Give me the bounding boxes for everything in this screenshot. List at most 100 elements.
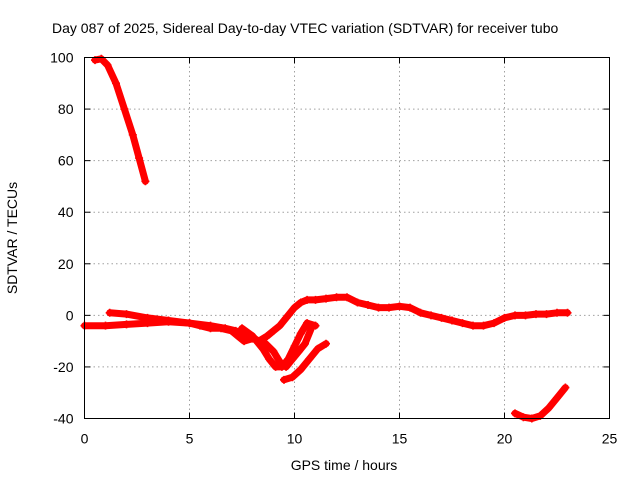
data-point <box>294 347 303 356</box>
data-point <box>532 310 540 319</box>
data-point <box>303 295 312 304</box>
data-point <box>240 337 249 346</box>
data-point <box>364 301 372 310</box>
y-tick-label: 100 <box>50 50 74 66</box>
data-point <box>269 326 278 335</box>
data-point <box>448 316 456 325</box>
data-point <box>490 319 498 328</box>
y-tick-label: 20 <box>58 256 74 272</box>
y-tick-label: 60 <box>58 153 74 169</box>
data-point <box>290 342 299 351</box>
y-tick-label: 40 <box>58 204 74 220</box>
data-point <box>122 310 131 319</box>
data-point <box>288 373 297 382</box>
data-point <box>105 308 114 317</box>
data-point <box>561 383 570 392</box>
data-point <box>311 295 320 304</box>
x-tick-label: 5 <box>186 431 194 447</box>
data-point <box>263 331 272 340</box>
series-layer <box>80 54 572 423</box>
data-point <box>269 347 278 356</box>
series-band <box>91 55 149 185</box>
data-point <box>406 303 414 312</box>
y-tick-label: 0 <box>66 307 74 323</box>
data-point <box>196 321 204 330</box>
series-band <box>259 324 315 371</box>
data-point <box>265 355 274 364</box>
y-tick-label: 80 <box>58 101 74 117</box>
data-point <box>458 319 467 328</box>
data-point <box>303 319 312 328</box>
data-point <box>521 311 530 320</box>
data-point <box>395 302 404 311</box>
data-point <box>563 308 572 317</box>
series-arc-3 <box>105 308 257 346</box>
series-arc-1 <box>91 54 150 186</box>
y-tick-label: -20 <box>53 359 73 375</box>
data-point <box>469 321 477 330</box>
data-point <box>101 321 110 330</box>
data-point <box>544 404 553 413</box>
data-point <box>322 294 330 303</box>
data-point <box>103 61 112 70</box>
data-point <box>301 339 309 348</box>
series-arc-6 <box>280 339 330 384</box>
data-point <box>385 303 393 312</box>
data-point <box>288 355 297 364</box>
axis-ticks: 0 5 10 15 20 25 -40 -20 0 20 40 60 80 100 <box>50 50 617 447</box>
series-arc-7 <box>511 383 570 423</box>
data-point <box>282 362 291 371</box>
data-point <box>206 324 215 333</box>
data-point <box>511 409 519 418</box>
data-point <box>259 337 267 346</box>
x-tick-label: 25 <box>602 431 618 447</box>
data-point <box>248 331 257 340</box>
plot-frame <box>84 57 610 419</box>
data-point <box>322 339 330 348</box>
data-point <box>122 320 131 329</box>
data-point <box>282 313 291 322</box>
series-arc-5 <box>259 324 316 371</box>
data-point <box>553 308 561 317</box>
data-point <box>275 321 284 330</box>
data-point <box>296 329 305 338</box>
data-point <box>500 313 509 322</box>
data-point <box>227 326 236 335</box>
data-point <box>238 324 246 333</box>
data-point <box>128 130 137 139</box>
data-point <box>332 293 341 302</box>
data-point <box>233 331 242 340</box>
data-point <box>135 154 144 163</box>
grid <box>84 57 610 419</box>
data-point <box>416 308 425 317</box>
x-tick-label: 15 <box>392 431 408 447</box>
data-point <box>437 313 446 322</box>
data-point <box>296 298 305 307</box>
data-point <box>427 311 435 320</box>
y-tick-label: -40 <box>53 411 73 427</box>
data-point <box>511 311 519 320</box>
data-point <box>120 105 129 114</box>
y-axis-label: SDTVAR / TECUs <box>4 182 20 294</box>
x-tick-label: 0 <box>81 431 89 447</box>
data-point <box>553 393 561 402</box>
x-axis-label: GPS time / hours <box>291 457 398 473</box>
chart-title: Day 087 of 2025, Sidereal Day-to-day VTE… <box>52 20 559 36</box>
data-point <box>164 316 173 325</box>
data-point <box>542 310 551 319</box>
data-point <box>141 177 150 186</box>
data-point <box>307 324 316 333</box>
data-point <box>97 54 106 63</box>
data-point <box>217 324 225 333</box>
x-tick-label: 20 <box>497 431 513 447</box>
data-point <box>313 344 322 353</box>
data-point <box>280 375 288 384</box>
data-point <box>519 413 528 422</box>
data-point <box>479 321 488 330</box>
data-point <box>143 313 152 322</box>
data-point <box>374 303 383 312</box>
x-tick-label: 10 <box>287 431 303 447</box>
data-point <box>185 319 194 328</box>
data-point <box>296 365 305 374</box>
